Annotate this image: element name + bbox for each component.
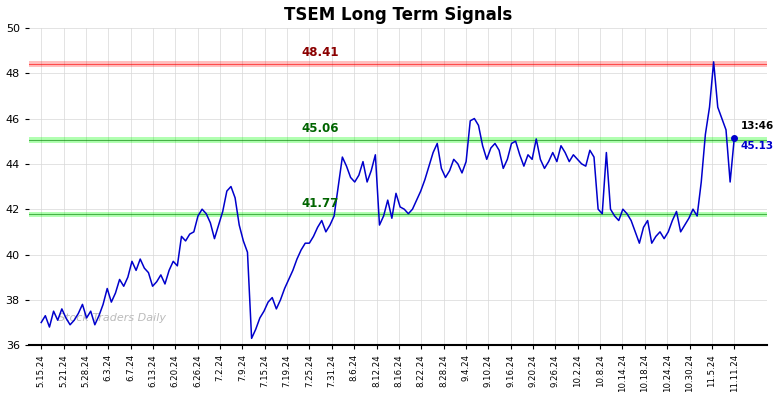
Text: 45.13: 45.13: [740, 141, 774, 151]
Bar: [29, 137, 768, 142]
Text: Stock Traders Daily: Stock Traders Daily: [58, 313, 166, 323]
Bar: [29, 212, 768, 217]
Bar: [29, 61, 768, 66]
Text: 41.77: 41.77: [302, 197, 339, 210]
Title: TSEM Long Term Signals: TSEM Long Term Signals: [284, 6, 512, 23]
Text: 13:46: 13:46: [740, 121, 774, 131]
Text: 45.06: 45.06: [301, 122, 339, 135]
Text: 48.41: 48.41: [301, 47, 339, 59]
